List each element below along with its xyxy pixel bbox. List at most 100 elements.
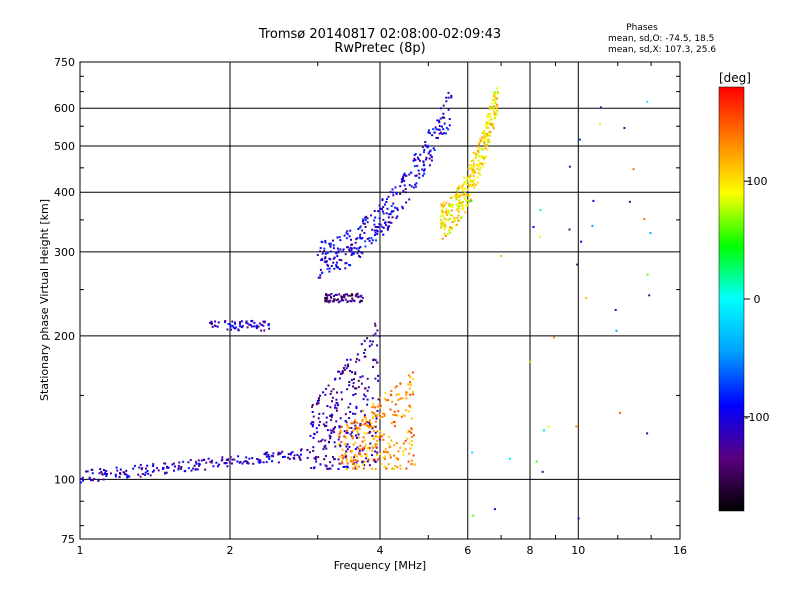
data-point: [357, 386, 360, 389]
data-point: [374, 332, 377, 335]
data-point: [392, 413, 395, 416]
data-point: [394, 414, 397, 417]
data-point: [364, 418, 367, 421]
data-point: [481, 156, 484, 159]
data-point: [184, 470, 187, 473]
data-point: [370, 445, 373, 448]
data-point: [343, 465, 346, 468]
data-point: [385, 201, 388, 203]
data-point: [346, 424, 349, 427]
data-point: [322, 412, 325, 415]
data-point: [413, 154, 416, 157]
data-point: [311, 405, 314, 408]
data-point: [493, 93, 496, 96]
data-point: [482, 165, 485, 168]
data-point: [480, 162, 483, 165]
data-point: [443, 222, 446, 225]
data-point: [433, 149, 436, 151]
data-point: [324, 256, 327, 259]
data-point: [353, 387, 356, 390]
data-point: [491, 98, 494, 101]
data-point: [646, 273, 649, 276]
data-point: [488, 140, 491, 143]
data-point: [354, 393, 357, 395]
data-point: [490, 102, 493, 105]
data-point: [490, 124, 493, 127]
data-point: [448, 118, 451, 120]
data-point: [491, 106, 494, 109]
data-point: [404, 439, 407, 442]
data-point: [580, 240, 583, 243]
scatter-points: [80, 87, 652, 520]
data-point: [352, 429, 355, 432]
data-point: [428, 150, 431, 153]
data-point: [365, 215, 368, 218]
data-point: [370, 425, 373, 428]
data-point: [343, 295, 346, 298]
data-point: [354, 420, 357, 423]
data-point: [277, 451, 280, 454]
data-point: [248, 457, 251, 460]
data-point: [383, 451, 386, 454]
data-point: [229, 323, 232, 326]
data-point: [475, 183, 477, 186]
data-point: [496, 103, 499, 106]
data-point: [267, 455, 270, 458]
data-point: [403, 414, 406, 417]
data-point: [384, 455, 386, 458]
data-point: [482, 136, 485, 139]
data-point: [363, 460, 366, 463]
data-point: [147, 472, 150, 475]
data-point: [114, 475, 117, 478]
data-point: [316, 431, 319, 434]
data-point: [195, 460, 197, 463]
data-point: [470, 199, 473, 202]
data-point: [355, 405, 358, 408]
data-point: [324, 241, 327, 244]
data-point: [380, 463, 383, 465]
data-point: [330, 296, 333, 299]
data-point: [367, 458, 370, 461]
data-point: [377, 379, 379, 382]
data-point: [345, 468, 348, 471]
data-point: [457, 187, 460, 190]
data-point: [466, 189, 469, 192]
data-point: [496, 97, 499, 100]
data-point: [411, 371, 414, 374]
data-point: [338, 268, 341, 271]
data-point: [370, 237, 373, 240]
data-point: [287, 456, 290, 459]
data-point: [364, 219, 367, 222]
data-point: [371, 411, 373, 414]
data-point: [376, 430, 379, 433]
data-point: [329, 250, 332, 253]
data-point: [482, 139, 485, 142]
data-point: [386, 198, 388, 201]
data-point: [346, 448, 349, 451]
data-point: [325, 455, 327, 457]
data-point: [376, 409, 379, 412]
data-point: [327, 467, 330, 470]
data-point: [396, 215, 399, 218]
data-point: [450, 94, 453, 97]
data-point: [338, 236, 341, 239]
data-point: [408, 410, 410, 413]
data-point: [466, 194, 468, 196]
data-point: [391, 188, 394, 191]
data-point: [413, 157, 416, 160]
data-point: [359, 376, 362, 379]
data-point: [350, 460, 352, 463]
data-point: [398, 393, 400, 396]
data-point: [493, 117, 496, 120]
data-point: [418, 176, 421, 179]
data-point: [471, 168, 474, 171]
data-point: [468, 200, 471, 203]
data-point: [268, 327, 271, 330]
data-point: [614, 309, 617, 311]
data-point: [405, 201, 408, 204]
data-point: [231, 324, 234, 327]
colorbar-tick-label: -100: [745, 411, 770, 424]
data-point: [483, 131, 486, 134]
data-point: [399, 467, 402, 470]
data-point: [466, 178, 469, 181]
